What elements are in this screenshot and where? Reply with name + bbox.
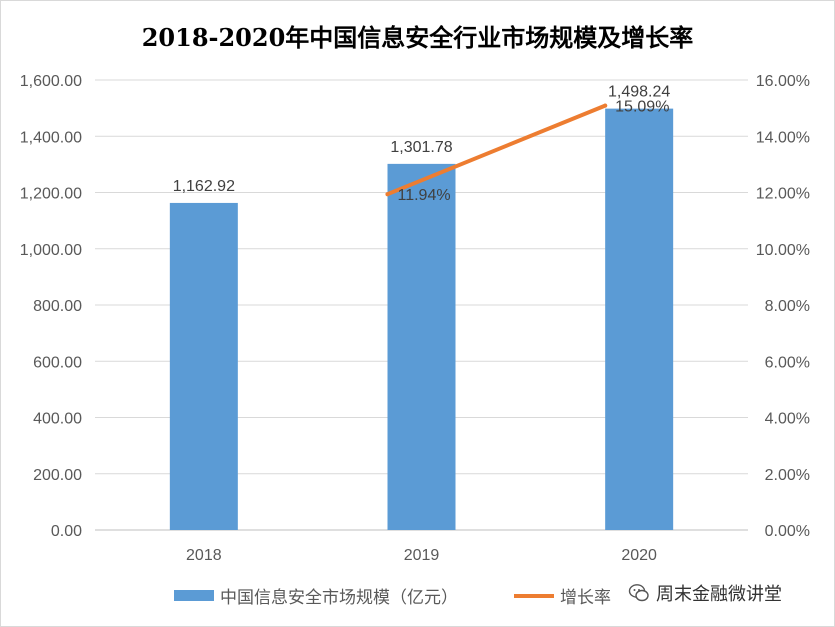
legend-item-growth-rate: 增长率 [514, 583, 611, 608]
y-left-tick-label: 400.00 [33, 411, 82, 428]
growth-rate-data-label: 11.94% [398, 187, 451, 204]
y-right-tick-label: 0.00% [765, 523, 810, 540]
y-left-tick-label: 600.00 [33, 354, 82, 371]
wechat-icon [628, 584, 649, 602]
watermark: 周末金融微讲堂 [628, 580, 782, 606]
growth-rate-point [603, 103, 608, 108]
y-left-tick-label: 1,200.00 [20, 186, 82, 203]
growth-rate-data-label: 15.09% [615, 99, 669, 116]
y-left-tick-label: 1,400.00 [20, 129, 82, 146]
y-right-tick-label: 6.00% [765, 354, 810, 371]
y-right-tick-label: 16.00% [756, 73, 810, 90]
legend-swatch-line [514, 593, 554, 598]
y-left-tick-label: 1,600.00 [20, 73, 82, 90]
legend-item-market-size: 中国信息安全市场规模（亿元） [174, 583, 458, 608]
x-tick-label: 2018 [186, 547, 222, 564]
y-left-tick-label: 800.00 [33, 298, 82, 315]
bar [169, 202, 238, 530]
y-right-tick-label: 12.00% [756, 186, 810, 203]
y-right-tick-label: 4.00% [765, 411, 810, 428]
x-tick-label: 2020 [621, 547, 657, 564]
x-tick-label: 2019 [404, 547, 440, 564]
legend-label-market-size: 中国信息安全市场规模（亿元） [220, 588, 458, 608]
legend-label-growth-rate: 增长率 [560, 588, 611, 608]
y-left-tick-label: 1,000.00 [20, 242, 82, 259]
chart-title: 2018-2020年中国信息安全行业市场规模及增长率 [141, 23, 694, 52]
legend: 中国信息安全市场规模（亿元） 增长率 [0, 583, 835, 608]
legend-swatch-bar [174, 590, 214, 601]
y-left-tick-label: 0.00 [51, 523, 82, 540]
y-left-tick-label: 200.00 [33, 467, 82, 484]
watermark-text: 周末金融微讲堂 [656, 584, 782, 605]
bar-data-label: 1,301.78 [390, 139, 452, 156]
bar [387, 163, 456, 530]
bar-data-label: 1,162.92 [173, 178, 235, 195]
y-right-tick-label: 10.00% [756, 242, 810, 259]
bar [605, 108, 674, 531]
y-right-tick-label: 2.00% [765, 467, 810, 484]
y-right-tick-label: 8.00% [765, 298, 810, 315]
growth-rate-point [385, 192, 390, 197]
y-right-tick-label: 14.00% [756, 129, 810, 146]
bar-data-label: 1,498.24 [608, 84, 670, 101]
growth-rate-line [385, 103, 608, 197]
